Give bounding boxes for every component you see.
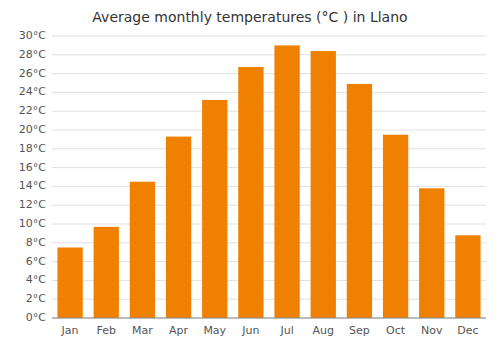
- x-tick-label: Apr: [169, 324, 189, 337]
- y-tick-label: 22°C: [19, 104, 46, 117]
- y-tick-label: 16°C: [19, 161, 46, 174]
- bar: [202, 100, 227, 318]
- x-axis: Jan Feb Mar Apr May Jun Jul Aug Sep Oct Nov Dec: [52, 318, 486, 337]
- grid-line: [52, 92, 486, 93]
- x-axis-line: [52, 318, 486, 319]
- bar: [94, 227, 119, 318]
- y-tick-label: 18°C: [19, 142, 46, 155]
- chart-svg: 0°C 2°C 4°C 6°C 8°C 10°C 12°C 14°C 16°C 18°C 20°C 2…: [0, 0, 500, 350]
- x-tick-label: Jul: [279, 324, 293, 337]
- x-tick-label: Jan: [61, 324, 79, 337]
- grid-line: [52, 186, 486, 187]
- y-tick-label: 28°C: [19, 48, 46, 61]
- x-tick-label: Jun: [241, 324, 259, 337]
- y-tick-label: 24°C: [19, 85, 46, 98]
- y-tick-label: 14°C: [19, 179, 46, 192]
- grid-line: [52, 167, 486, 168]
- y-tick-label: 12°C: [19, 198, 46, 211]
- bar: [455, 235, 480, 318]
- y-tick-label: 20°C: [19, 123, 46, 136]
- y-axis: 0°C 2°C 4°C 6°C 8°C 10°C 12°C 14°C 16°C 18°C 20°C 2…: [19, 29, 46, 324]
- bar: [419, 188, 444, 318]
- x-tick-label: Oct: [386, 324, 406, 337]
- x-tick-label: Aug: [313, 324, 334, 337]
- bar: [238, 67, 263, 318]
- bar: [274, 45, 299, 318]
- chart-container: 0°C 2°C 4°C 6°C 8°C 10°C 12°C 14°C 16°C 18°C 20°C 2…: [0, 0, 500, 350]
- grid-line: [52, 54, 486, 55]
- y-tick-label: 8°C: [26, 236, 46, 249]
- grid-line: [52, 111, 486, 112]
- y-tick-label: 26°C: [19, 67, 46, 80]
- y-tick-label: 10°C: [19, 217, 46, 230]
- bar: [383, 135, 408, 318]
- bar: [130, 182, 155, 318]
- grid-line: [52, 318, 486, 319]
- x-tick-label: Feb: [97, 324, 116, 337]
- y-tick-label: 0°C: [26, 311, 46, 324]
- y-tick-label: 6°C: [26, 255, 46, 268]
- bar: [347, 84, 372, 318]
- bars: [57, 45, 480, 318]
- grid: [52, 36, 486, 318]
- grid-line: [52, 130, 486, 131]
- chart-title: Average monthly temperatures (°C ) in Ll…: [92, 9, 407, 25]
- x-tick-label: Dec: [457, 324, 478, 337]
- y-tick-label: 4°C: [26, 273, 46, 286]
- grid-line: [52, 73, 486, 74]
- bar: [57, 248, 82, 319]
- x-tick-label: May: [203, 324, 226, 337]
- bar: [311, 51, 336, 318]
- bar: [166, 137, 191, 318]
- x-tick-label: Mar: [132, 324, 153, 337]
- grid-line: [52, 36, 486, 37]
- x-tick-label: Sep: [349, 324, 370, 337]
- x-tick-label: Nov: [421, 324, 443, 337]
- y-tick-label: 2°C: [26, 292, 46, 305]
- grid-line: [52, 148, 486, 149]
- y-tick-label: 30°C: [19, 29, 46, 42]
